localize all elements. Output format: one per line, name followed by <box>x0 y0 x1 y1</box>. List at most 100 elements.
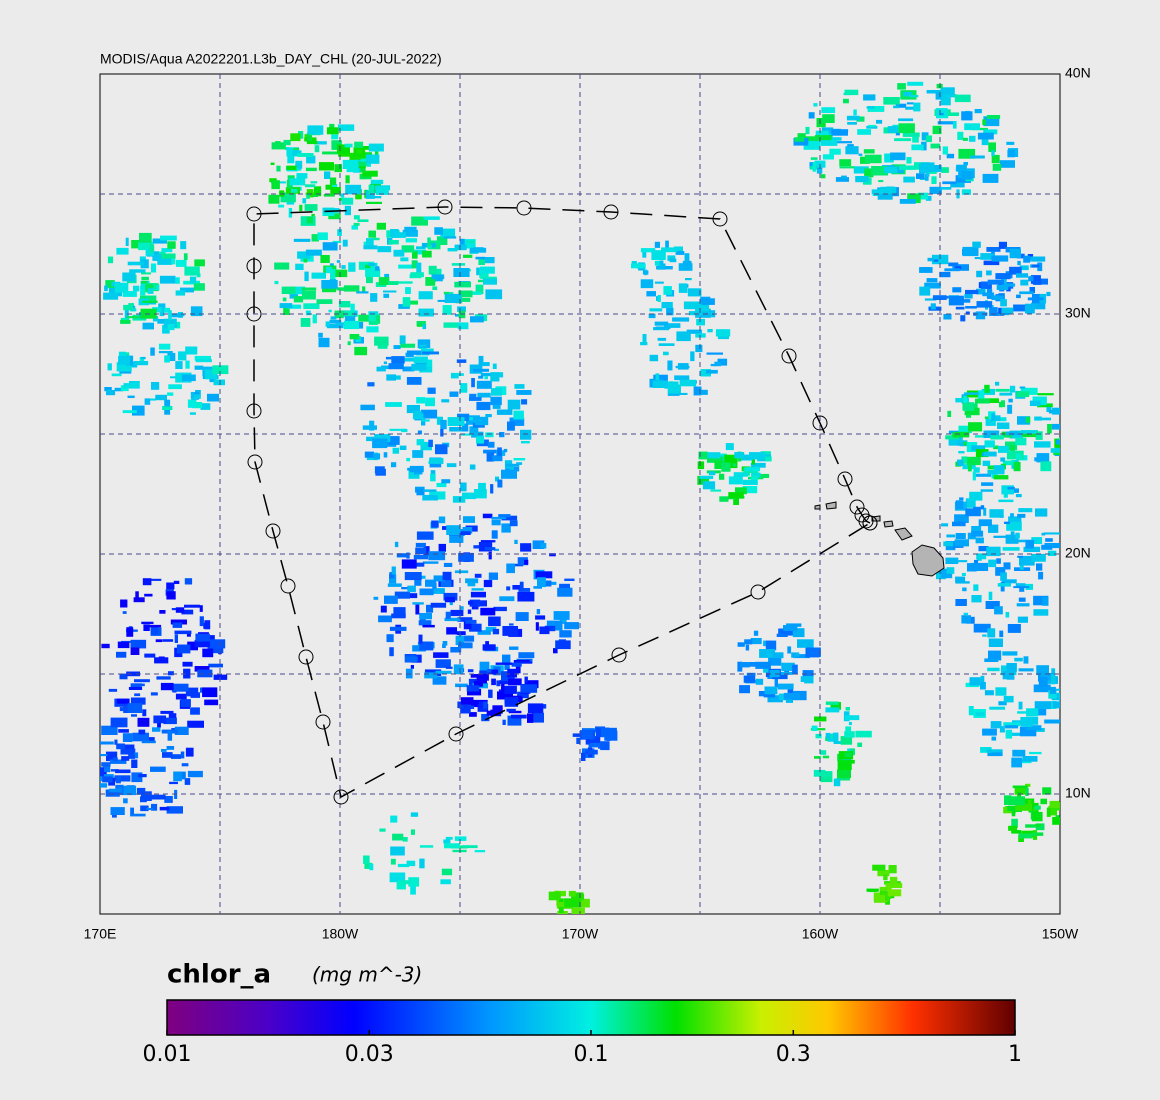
chlorophyll-patch <box>975 435 985 438</box>
chlorophyll-patch <box>935 108 948 116</box>
chlorophyll-patch <box>132 405 145 416</box>
chlorophyll-patch <box>288 208 293 218</box>
chlorophyll-patch <box>991 255 1009 262</box>
chlorophyll-patch <box>314 141 327 145</box>
chlorophyll-patch <box>379 828 386 832</box>
chlorophyll-patch <box>576 737 581 744</box>
chlorophyll-patch <box>419 588 434 596</box>
chlorophyll-patch <box>995 567 1006 576</box>
chlorophyll-patch <box>402 297 411 307</box>
chlorophyll-patch <box>344 205 351 216</box>
chlorophyll-patch <box>1025 583 1033 590</box>
hawaii-islands <box>814 501 945 577</box>
chlorophyll-patch <box>442 571 452 581</box>
chlorophyll-patch <box>184 578 193 585</box>
chlorophyll-patch <box>444 596 455 603</box>
chlorophyll-patch <box>866 106 875 109</box>
chlorophyll-patch <box>939 271 951 278</box>
chlorophyll-patch <box>159 275 176 284</box>
chlorophyll-patch <box>383 361 387 365</box>
chlorophyll-patch <box>998 701 1007 706</box>
chlorophyll-patch <box>983 451 997 457</box>
chlorophyll-patch <box>845 146 859 155</box>
chlorophyll-patch <box>732 463 737 467</box>
chlorophyll-patch <box>843 98 849 104</box>
chlorophyll-patch <box>695 302 710 312</box>
chlorophyll-patch <box>833 741 841 744</box>
chlorophyll-patch <box>516 462 523 465</box>
chlorophyll-patch <box>797 639 814 648</box>
chlorophyll-patch <box>289 292 299 299</box>
chlorophyll-patch <box>435 659 451 668</box>
stations <box>246 199 878 805</box>
chlorophyll-patch <box>1052 407 1060 415</box>
chlorophyll-patch <box>1034 805 1041 810</box>
chlorophyll-patch <box>383 290 397 293</box>
chlorophyll-patch <box>410 665 414 669</box>
chlorophyll-patch <box>804 676 814 684</box>
chlorophyll-patch <box>357 149 362 154</box>
colorbar-units: (mg m^-3) <box>312 963 422 987</box>
chlorophyll-patch <box>517 557 528 566</box>
chlorophyll-patch <box>890 876 898 886</box>
chlorophyll-patch <box>366 326 379 333</box>
chlorophyll-patch <box>418 291 433 300</box>
chlorophyll-patch <box>947 410 952 417</box>
chlorophyll-patch <box>446 525 461 535</box>
chlorophyll-patch <box>290 188 298 193</box>
chlorophyll-patch <box>412 251 418 259</box>
chlorophyll-patch <box>185 747 194 757</box>
chlorophyll-patch <box>1025 303 1035 314</box>
chlorophyll-patch <box>416 489 425 496</box>
x-tick-label: 150W <box>1042 926 1079 942</box>
chlorophyll-patch <box>1047 550 1057 556</box>
chlorophyll-patch <box>488 616 501 627</box>
chlorophyll-patch <box>175 290 186 296</box>
chlorophyll-patch <box>389 626 407 631</box>
chlorophyll-patch <box>975 398 990 404</box>
chlorophyll-patch <box>455 683 468 688</box>
chlorophyll-patch <box>952 121 957 129</box>
chlorophyll-patch <box>1009 248 1021 259</box>
chlorophyll-patch <box>825 707 840 713</box>
chlorophyll-patch <box>984 658 999 662</box>
chlorophyll-patch <box>368 321 378 325</box>
chlorophyll-patch <box>1036 563 1043 571</box>
chlorophyll-patch <box>1027 800 1032 807</box>
chlorophyll-patch <box>449 536 464 543</box>
chlorophyll-patch <box>719 473 725 480</box>
chlorophyll-patch <box>305 192 319 196</box>
chlorophyll-patch <box>441 479 451 484</box>
island <box>911 544 945 577</box>
chlorophyll-patch <box>940 187 952 190</box>
chlorophyll-patch <box>149 244 155 253</box>
chlorophyll-patch <box>114 775 131 782</box>
chlorophyll-patch <box>744 467 761 472</box>
chlorophyll-patch <box>381 365 393 370</box>
chlorophyll-patch <box>305 310 311 316</box>
chlorophyll-patch <box>450 609 464 617</box>
chlorophyll-patch <box>398 264 413 269</box>
chlorophyll-patch <box>1006 663 1017 672</box>
chlorophyll-patch <box>442 643 446 648</box>
chlorophyll-patch <box>476 436 485 444</box>
chlorophyll-patch <box>369 863 374 871</box>
chlorophyll-patch <box>972 241 981 248</box>
chlorophyll-patch <box>844 731 855 738</box>
chlorophyll-patch <box>330 187 341 195</box>
chlorophyll-patch <box>502 719 506 725</box>
chlorophyll-patch <box>961 572 966 576</box>
chlorophyll-patch <box>952 287 962 293</box>
chlorophyll-patch <box>440 228 456 238</box>
chlorophyll-patch <box>167 352 176 361</box>
chlorophyll-patch <box>962 246 979 257</box>
chlorophyll-patch <box>967 462 972 472</box>
chlorophyll-patch <box>990 435 1004 440</box>
chlorophyll-patch <box>405 287 411 294</box>
chlorophyll-patch <box>435 444 448 455</box>
station <box>437 199 453 215</box>
chlorophyll-patch <box>473 368 489 372</box>
chlorophyll-patch <box>415 542 426 548</box>
chlorophyll-patch <box>469 397 482 401</box>
chlorophyll-patch <box>303 303 320 309</box>
